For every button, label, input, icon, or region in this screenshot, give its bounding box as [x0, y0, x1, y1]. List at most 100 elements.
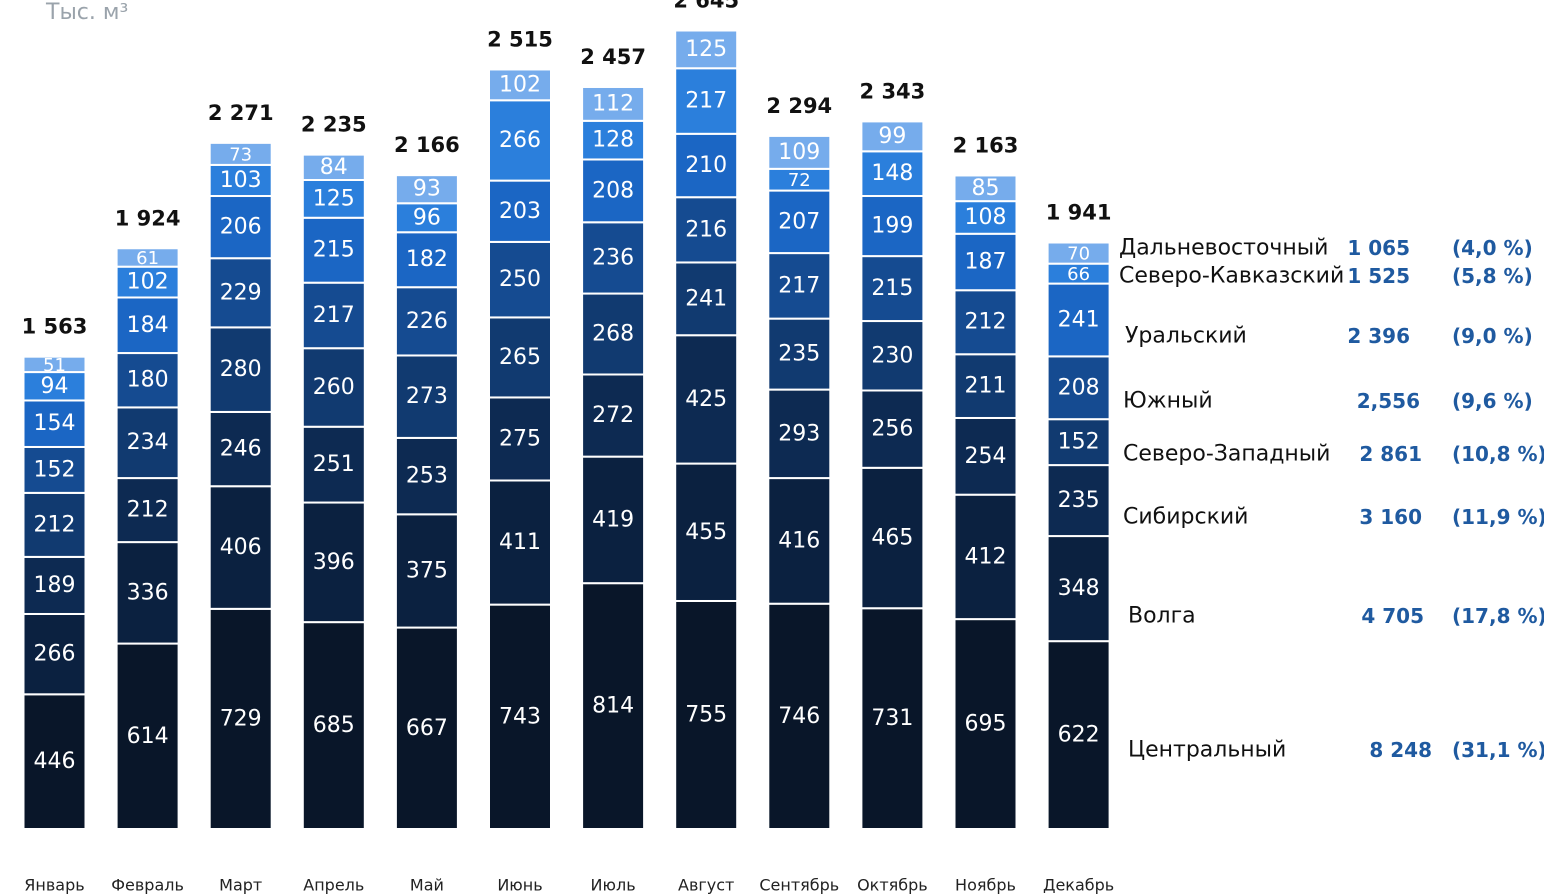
segment-label: 396 [313, 550, 355, 575]
bar-segment [22, 355, 87, 374]
bar-segment [488, 396, 552, 482]
segment-label: 102 [127, 270, 169, 295]
bar-segment [767, 477, 832, 605]
bar-segment [115, 296, 180, 355]
bar-segment [860, 120, 925, 153]
segment-label: 273 [406, 384, 448, 409]
segment-label: 375 [406, 558, 448, 583]
legend-region-value: 1 065 [1347, 236, 1410, 260]
bar-segment [488, 479, 552, 606]
segment-label: 235 [778, 342, 820, 367]
segment-label: 336 [127, 580, 169, 605]
bar-segment [581, 119, 646, 161]
bar-segment [394, 626, 459, 830]
bar-segment [674, 599, 739, 830]
segment-label: 184 [127, 313, 169, 338]
bar-segment [581, 221, 646, 295]
bar-segment [301, 153, 366, 182]
segment-label: 72 [788, 170, 811, 191]
segment-label: 465 [871, 526, 913, 551]
segment-label: 148 [871, 161, 913, 186]
bar-segment [394, 174, 459, 205]
bar-segment [1046, 241, 1111, 265]
bar-segment [581, 292, 646, 376]
legend-region-share: (17,8 %) [1452, 604, 1544, 628]
category-label: Февраль [111, 876, 184, 895]
category-label: Март [219, 876, 262, 895]
total-label: 1 563 [22, 315, 88, 339]
legend-region-share: (11,9 %) [1452, 505, 1544, 529]
legend-region-share: (5,8 %) [1452, 264, 1533, 288]
segment-label: 614 [127, 724, 169, 749]
segment-label: 412 [965, 544, 1007, 569]
bar-segment [488, 603, 552, 831]
segment-label: 103 [220, 168, 262, 193]
segment-label: 215 [313, 238, 355, 263]
category-label: Январь [24, 876, 84, 895]
bar-segment [208, 607, 273, 830]
legend-region-name: Северо-Кавказский [1119, 264, 1344, 289]
segment-label: 216 [685, 217, 727, 242]
total-label: 2 166 [394, 133, 460, 157]
segment-label: 208 [592, 178, 634, 203]
segment-label: 212 [34, 512, 76, 537]
category-label: Октябрь [857, 876, 928, 895]
segment-label: 743 [499, 704, 541, 729]
bar-segment [674, 334, 739, 465]
legend-region-name: Волга [1128, 604, 1196, 629]
legend-region-name: Южный [1123, 389, 1213, 414]
segment-label: 84 [320, 155, 348, 180]
segment-label: 203 [499, 199, 541, 224]
bar-segment [1046, 464, 1111, 538]
segment-label: 416 [778, 528, 820, 553]
bar-segment [301, 501, 366, 624]
segment-label: 152 [1058, 430, 1100, 455]
segment-label: 187 [965, 249, 1007, 274]
segment-label: 208 [1058, 375, 1100, 400]
segment-label: 731 [871, 706, 913, 731]
legend-region-name: Уральский [1125, 324, 1247, 349]
bar-segment [208, 485, 273, 610]
bar-segment [394, 202, 459, 234]
total-label: 2 294 [766, 94, 832, 118]
legend-region-share: (10,8 %) [1452, 442, 1544, 466]
segment-label: 217 [313, 303, 355, 328]
bar-segment [115, 642, 180, 831]
segment-label: 152 [34, 457, 76, 482]
bar-segment [953, 618, 1018, 830]
segment-label: 729 [220, 706, 262, 731]
bar-segment [301, 425, 366, 504]
segment-label: 217 [778, 273, 820, 298]
segment-label: 189 [34, 573, 76, 598]
bar-segment [860, 195, 925, 258]
bar-segment [767, 134, 832, 170]
bar-segment [208, 141, 273, 166]
segment-label: 272 [592, 403, 634, 428]
bar-segment [208, 195, 273, 260]
legend-region-value: 4 705 [1361, 604, 1424, 628]
segment-label: 695 [965, 712, 1007, 737]
segment-label: 102 [499, 72, 541, 97]
bar-segment [488, 99, 552, 182]
category-label: Май [410, 876, 444, 895]
segment-label: 293 [778, 421, 820, 446]
legend-region-share: (31,1 %) [1452, 738, 1544, 762]
segment-label: 217 [685, 89, 727, 114]
bar-segment [581, 373, 646, 458]
legend-region-name: Центральный [1128, 738, 1286, 763]
segment-label: 246 [220, 437, 262, 462]
segment-label: 256 [871, 417, 913, 442]
bar-segment [953, 232, 1018, 292]
bar-segment [22, 371, 87, 402]
segment-label: 112 [592, 91, 634, 116]
bar-segment [22, 555, 87, 615]
segment-label: 235 [1058, 488, 1100, 513]
bar-segment [860, 255, 925, 323]
bar-segment [581, 85, 646, 122]
total-label: 1 924 [115, 206, 181, 230]
bar-segment [860, 607, 925, 830]
legend-region-value: 1 525 [1347, 264, 1410, 288]
bar-segment [22, 491, 87, 558]
segment-label: 814 [592, 694, 634, 719]
